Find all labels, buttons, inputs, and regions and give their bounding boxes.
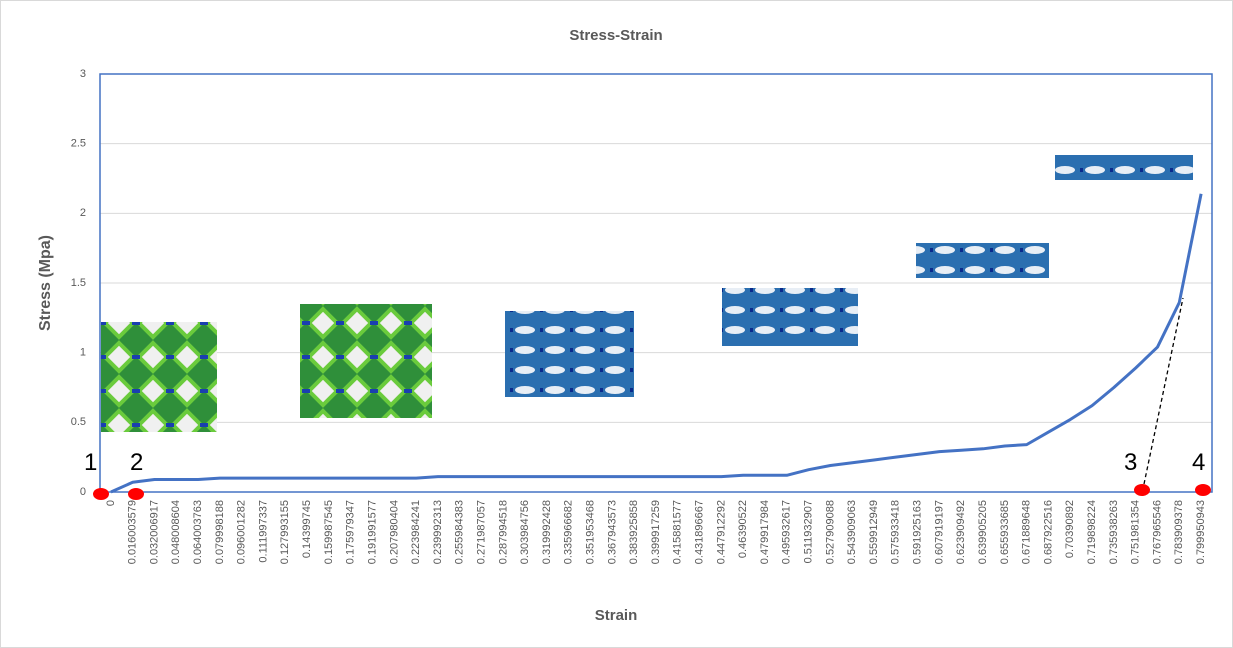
x-tick-label: 0.527909088 — [824, 500, 836, 564]
x-tick-label: 0.751981354 — [1130, 500, 1142, 564]
plot-area: 0 0.5 1 1.5 2 2.5 3 0 0.016003579 0.032006917 0.04… — [71, 68, 1213, 564]
plot-border — [99, 73, 1213, 493]
x-tick-label: 0.383925858 — [628, 500, 640, 564]
x-tick-label: 0.351953468 — [584, 500, 596, 564]
point-marker — [1134, 484, 1150, 496]
x-tick-label: 0.399917259 — [650, 500, 662, 564]
x-tick-label: 0.783909378 — [1173, 500, 1185, 564]
x-tick-label: 0.671889648 — [1021, 500, 1033, 564]
x-tick-label: 0.623909492 — [955, 500, 967, 564]
y-tick-label: 0.5 — [71, 416, 86, 428]
x-tick-label: 0.447912292 — [715, 500, 727, 564]
x-tick-label: 0.591925163 — [912, 500, 924, 564]
x-tick-label: 0.431896667 — [694, 500, 706, 564]
y-tick-label: 1.5 — [71, 277, 86, 289]
y-tick-label: 0 — [80, 486, 86, 498]
x-tick-label: 0.032006917 — [148, 500, 160, 564]
data-line — [110, 193, 1203, 494]
x-tick-label: 0.735938263 — [1108, 500, 1120, 564]
x-tick-label: 0.767965546 — [1151, 500, 1163, 564]
markers: 1 2 3 4 — [84, 449, 1211, 500]
y-tick-label: 2 — [80, 207, 86, 219]
lattice-images — [101, 155, 1193, 432]
x-tick-label: 0.607919197 — [933, 500, 945, 564]
x-tick-label: 0.191991577 — [366, 500, 378, 564]
x-tick-label: 0.287994518 — [497, 500, 509, 564]
x-tick-label: 0.223984241 — [410, 500, 422, 564]
x-tick-label: 0.543909063 — [846, 500, 858, 564]
lattice-image — [1055, 155, 1193, 180]
annotation: 3 — [1124, 449, 1137, 476]
y-tick-label: 2.5 — [71, 138, 86, 150]
x-tick-label: 0.127993155 — [279, 500, 291, 564]
x-tick-label: 0.096001282 — [236, 500, 248, 564]
x-tick-label: 0.159987545 — [323, 500, 335, 564]
x-tick-label: 0.048008604 — [170, 500, 182, 564]
x-tick-label: 0.016003579 — [127, 500, 139, 564]
x-tick-label: 0.655933685 — [999, 500, 1011, 564]
lattice-image — [916, 243, 1049, 278]
x-tick-label: 0.559912949 — [868, 500, 880, 564]
x-tick-label: 0.415881577 — [672, 500, 684, 564]
x-tick-label: 0.14399745 — [301, 500, 313, 558]
lattice-image — [101, 322, 217, 432]
x-tick-label: 0.111997337 — [257, 500, 269, 563]
x-tick-label: 0.255984383 — [454, 500, 466, 564]
x-tick-label: 0.335966682 — [563, 500, 575, 564]
lattice-image — [505, 311, 634, 397]
x-tick-label: 0.46390522 — [737, 500, 749, 558]
x-tick-label: 0.575933418 — [890, 500, 902, 564]
x-tick-label: 0.495932617 — [781, 500, 793, 564]
x-tick-label: 0.064003763 — [192, 500, 204, 564]
point-marker — [1195, 484, 1211, 496]
x-tick-label: 0.207980404 — [388, 500, 400, 564]
y-tick-label: 1 — [80, 347, 86, 359]
annotation: 2 — [130, 449, 143, 476]
point-marker — [93, 488, 109, 500]
x-tick-label: 0.303984756 — [519, 500, 531, 564]
x-tick-label: 0 — [105, 500, 117, 506]
annotation: 1 — [84, 449, 97, 476]
x-tick-label: 0.70390892 — [1064, 500, 1076, 558]
x-tick-label: 0.175979347 — [345, 500, 357, 564]
x-tick-label: 0.271987057 — [475, 500, 487, 564]
x-tick-label: 0.687922516 — [1042, 500, 1054, 564]
chart-title: Stress-Strain — [569, 27, 662, 44]
x-tick-label: 0.079998188 — [214, 500, 226, 564]
x-tick-label: 0.239992313 — [432, 500, 444, 564]
dashed-connector — [1143, 297, 1184, 485]
annotation: 4 — [1192, 449, 1205, 476]
point-marker — [128, 488, 144, 500]
x-tick-label: 0.639905205 — [977, 500, 989, 564]
y-axis-label: Stress (Mpa) — [37, 235, 54, 331]
x-tick-label: 0.719898224 — [1086, 500, 1098, 564]
x-tick-label: 0.367943573 — [606, 500, 618, 564]
x-axis-label: Strain — [595, 607, 638, 624]
x-tick-label: 0.511932907 — [803, 500, 815, 563]
x-tick-label: 0.799950943 — [1195, 500, 1207, 564]
lattice-image — [722, 288, 858, 346]
y-tick-label: 3 — [80, 68, 86, 80]
x-tick-label: 0.479917984 — [759, 500, 771, 564]
lattice-image — [300, 304, 432, 418]
x-tick-label: 0.319992428 — [541, 500, 553, 564]
